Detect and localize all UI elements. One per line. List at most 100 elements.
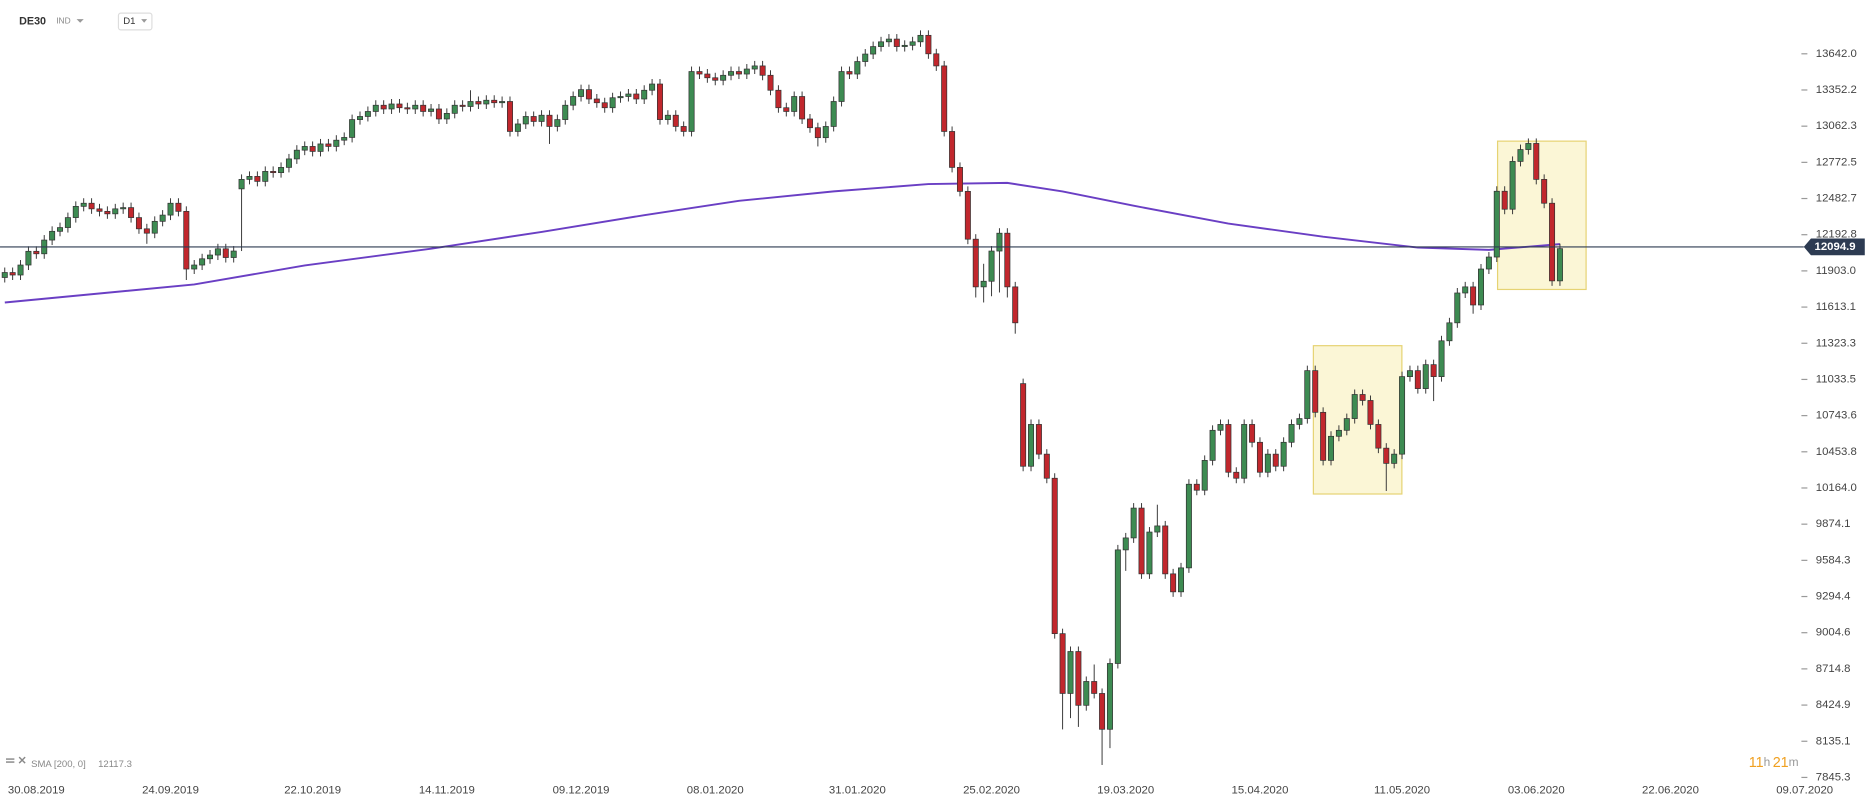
- candle-body: [696, 71, 703, 75]
- candle-body: [222, 248, 229, 258]
- dropdown-caret[interactable]: [76, 19, 84, 23]
- candle-body: [1122, 537, 1129, 551]
- sma-line: [4, 181, 1560, 304]
- instrument-kind: IND: [56, 16, 70, 26]
- candle-body: [17, 264, 24, 276]
- candle-body: [159, 214, 166, 222]
- candle-body: [1470, 286, 1477, 306]
- x-tick-label: 30.08.2019: [8, 785, 65, 797]
- candle-body: [870, 46, 877, 55]
- candle-body: [885, 38, 892, 43]
- candle-body: [309, 146, 316, 152]
- candle-body: [735, 71, 742, 75]
- candle-body: [846, 71, 853, 75]
- dropdown-caret[interactable]: [141, 19, 148, 23]
- candle-body: [1438, 340, 1445, 377]
- candle-body: [270, 171, 277, 174]
- candle-body: [57, 227, 64, 232]
- candle-body: [1478, 268, 1484, 306]
- icon[interactable]: [18, 756, 26, 764]
- candle-body: [1075, 651, 1082, 706]
- candle-body: [1249, 424, 1256, 443]
- candle-body: [980, 280, 987, 288]
- countdown-unit: h: [1764, 755, 1771, 769]
- candle-body: [688, 71, 695, 132]
- icon[interactable]: [5, 761, 15, 763]
- x-tick-label: 25.02.2020: [963, 785, 1020, 797]
- timeframe-box[interactable]: [117, 12, 153, 31]
- candle-body: [1328, 435, 1334, 461]
- highlight-box: [1312, 345, 1403, 495]
- candle-body: [1051, 477, 1058, 635]
- candle-body: [1430, 364, 1437, 377]
- indicator-legend: SMA [200, 0] 12117.3: [5, 756, 132, 770]
- candle-body: [25, 250, 32, 266]
- candle-body: [1170, 573, 1177, 593]
- candle-body: [1446, 322, 1453, 342]
- candle-body: [814, 127, 821, 139]
- candle-body: [475, 101, 482, 105]
- candle-body: [720, 74, 727, 81]
- candle-body: [1138, 507, 1145, 575]
- candle-body: [996, 232, 1003, 252]
- icon[interactable]: [5, 758, 15, 760]
- candle-body: [120, 207, 127, 210]
- candle-body: [96, 208, 103, 212]
- candle-body: [1335, 429, 1342, 437]
- candle-body: [901, 44, 908, 47]
- candle-body: [285, 158, 292, 168]
- candle-body: [546, 114, 553, 127]
- candle-body: [704, 73, 711, 79]
- candle-body: [1083, 681, 1090, 706]
- candle-body: [1288, 424, 1295, 443]
- candle-body: [499, 101, 506, 104]
- candle-body: [649, 83, 656, 91]
- candle-body: [88, 202, 95, 210]
- x-tick-label: 03.06.2020: [1508, 785, 1565, 797]
- candle-body: [633, 93, 640, 100]
- candle-body: [680, 126, 687, 132]
- candle-body: [1067, 651, 1074, 694]
- candle-body: [1035, 424, 1042, 455]
- candle-body: [1525, 143, 1532, 150]
- candle-body: [925, 34, 932, 55]
- candle-body: [1422, 364, 1429, 389]
- indicator-label: SMA [200, 0]: [31, 759, 86, 770]
- candle-body: [893, 38, 900, 47]
- candle-body: [609, 97, 616, 109]
- candle-body: [862, 53, 869, 62]
- candle-body: [956, 167, 963, 192]
- candle-body: [522, 116, 529, 125]
- candle-body: [1099, 693, 1106, 730]
- candle-body: [949, 131, 956, 168]
- candle-body: [1351, 394, 1358, 419]
- candle-body: [64, 217, 71, 228]
- candle-body: [443, 112, 450, 120]
- candle-body: [578, 89, 585, 97]
- candle-body: [135, 217, 142, 230]
- candle-body: [593, 98, 600, 104]
- candle-body: [388, 103, 395, 110]
- y-tick-label: 13062.3: [1816, 120, 1857, 132]
- candle-body: [1193, 483, 1200, 491]
- candle-body: [585, 89, 592, 100]
- y-tick-label: 8714.8: [1816, 663, 1851, 675]
- timeframe[interactable]: D1: [123, 16, 135, 27]
- candle-body: [1367, 400, 1374, 425]
- y-tick-label: 11903.0: [1816, 265, 1856, 277]
- candle-body: [1304, 370, 1311, 419]
- candle-body: [254, 176, 261, 182]
- candle-body: [428, 108, 435, 112]
- candle-body: [1, 272, 8, 278]
- candle-body: [1485, 256, 1492, 270]
- candle-body: [175, 202, 182, 212]
- candle-body: [1493, 190, 1500, 258]
- x-tick-label: 11.05.2020: [1374, 785, 1430, 797]
- candle-body: [167, 202, 174, 216]
- candle-body: [1414, 370, 1421, 389]
- candle-body: [1241, 424, 1248, 479]
- symbol[interactable]: DE30: [19, 15, 46, 27]
- candle-body: [467, 101, 474, 107]
